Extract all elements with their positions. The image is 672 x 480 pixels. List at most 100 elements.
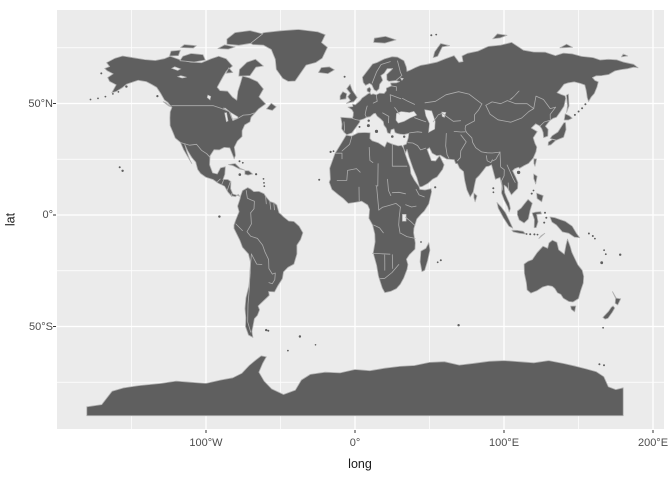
- country-border: [235, 223, 243, 231]
- small-island: [598, 363, 601, 366]
- small-island: [457, 324, 460, 327]
- small-island: [573, 113, 576, 116]
- country-border: [415, 189, 425, 198]
- land-madagascar: [419, 242, 431, 272]
- land-melville: [180, 44, 197, 49]
- country-border: [171, 105, 255, 120]
- small-island: [255, 173, 258, 176]
- country-border: [379, 264, 400, 280]
- land-antarctica: [86, 355, 624, 417]
- small-island: [420, 241, 422, 243]
- tick-marks: [53, 103, 654, 433]
- land-eurasia: [340, 42, 639, 213]
- land-ireland: [339, 91, 348, 101]
- land-australia: [523, 238, 585, 303]
- country-border: [400, 232, 416, 239]
- small-island: [543, 221, 546, 224]
- land-newfoundland: [266, 102, 277, 111]
- country-border: [396, 60, 403, 81]
- small-island: [104, 95, 107, 98]
- small-island: [343, 75, 346, 78]
- small-island: [318, 178, 321, 181]
- small-island: [238, 173, 242, 176]
- small-island: [287, 349, 289, 352]
- lake-lake-victoria: [402, 214, 407, 222]
- small-island: [594, 237, 596, 240]
- lake-lake-baikal: [509, 90, 520, 100]
- country-border: [492, 151, 501, 162]
- small-island: [525, 233, 528, 235]
- small-island: [358, 125, 361, 128]
- country-border: [343, 121, 345, 133]
- lake-great-bear-lake: [170, 66, 182, 71]
- small-island: [314, 344, 317, 346]
- small-island: [604, 253, 607, 256]
- country-border: [351, 118, 361, 121]
- small-island: [403, 135, 406, 138]
- small-island: [532, 189, 535, 192]
- small-island: [619, 253, 622, 256]
- country-border: [485, 100, 535, 109]
- lake-great-slave-lake: [176, 75, 187, 79]
- land-hispaniola: [244, 170, 253, 176]
- land-wrangel: [621, 53, 629, 58]
- small-island: [602, 326, 604, 329]
- land-taiwan: [533, 158, 537, 167]
- country-border: [265, 195, 267, 205]
- country-border: [405, 204, 417, 208]
- land-sulawesi: [531, 211, 542, 229]
- country-border: [407, 142, 427, 151]
- land-honshu: [549, 122, 567, 141]
- land-great-britain: [346, 83, 358, 104]
- land-cuba: [228, 163, 245, 171]
- land-nz-north: [612, 291, 622, 306]
- small-island: [89, 98, 92, 101]
- country-border: [402, 98, 415, 105]
- lake-black-sea: [395, 110, 418, 124]
- small-island: [516, 170, 521, 175]
- x-axis-title: long: [348, 457, 372, 471]
- land-north-america: [104, 55, 266, 198]
- small-island: [265, 328, 268, 332]
- y-axis-title: lat: [3, 212, 18, 227]
- small-island: [366, 124, 370, 128]
- country-border: [372, 253, 391, 255]
- country-border: [391, 85, 397, 91]
- small-island: [267, 329, 270, 332]
- land-timor: [538, 232, 546, 239]
- small-island: [600, 261, 604, 265]
- land-sakhalin: [566, 93, 570, 113]
- land-vancouver-island: [162, 101, 172, 108]
- small-island: [436, 261, 439, 264]
- country-border: [394, 107, 400, 115]
- land-severnaya-zemlya: [492, 33, 508, 40]
- small-island: [118, 166, 121, 169]
- small-island: [603, 364, 605, 367]
- land-baffin: [238, 58, 264, 77]
- country-border: [368, 147, 374, 163]
- small-island: [238, 160, 241, 163]
- country-border: [466, 132, 501, 154]
- small-island: [117, 91, 120, 93]
- land-svalbard: [373, 36, 397, 44]
- country-border: [336, 168, 361, 181]
- land-mindanao: [536, 192, 544, 203]
- land-iceland: [318, 66, 335, 74]
- small-island: [367, 119, 370, 122]
- country-border: [499, 151, 505, 191]
- land-ellesmere: [226, 30, 263, 46]
- land-greenland: [246, 29, 328, 82]
- country-border: [464, 103, 483, 133]
- country-border: [376, 186, 380, 211]
- small-island: [112, 93, 114, 95]
- small-island: [156, 95, 159, 98]
- land-new-guinea: [549, 216, 581, 239]
- small-island: [577, 110, 580, 113]
- small-island: [439, 259, 442, 262]
- small-island: [262, 178, 265, 180]
- land-hokkaido: [563, 113, 573, 121]
- small-island: [391, 135, 394, 138]
- country-border: [387, 178, 392, 196]
- land-africa: [328, 132, 432, 293]
